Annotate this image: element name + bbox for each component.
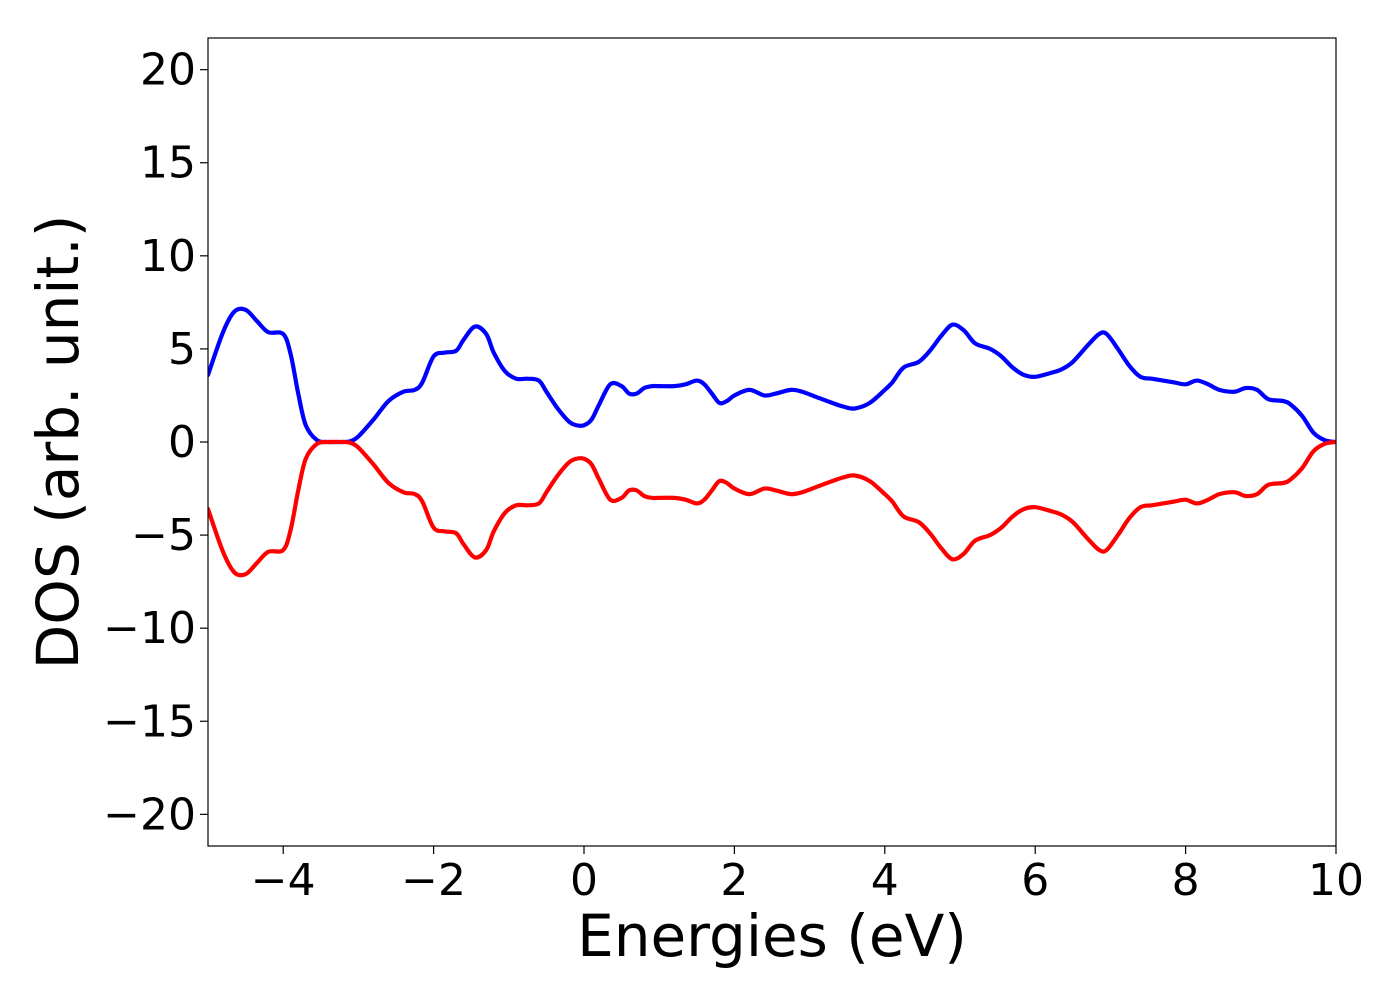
y-tick-label: 5 — [168, 324, 196, 375]
y-tick-label: 15 — [140, 138, 196, 189]
x-axis-label: Energies (eV) — [577, 902, 967, 970]
y-tick-label: 20 — [140, 45, 196, 96]
y-axis: 20 15 10 5 0 −5 −10 −15 −20 — [103, 45, 208, 840]
x-tick-label: 10 — [1308, 855, 1364, 906]
x-tick-label: −2 — [401, 855, 466, 906]
series-layer — [208, 306, 1336, 578]
x-axis: −4 −2 0 2 4 6 8 10 — [251, 846, 1364, 906]
x-tick-label: 0 — [570, 855, 598, 906]
y-tick-label: 10 — [140, 231, 196, 282]
y-tick-label: 0 — [168, 417, 196, 468]
x-tick-label: 8 — [1172, 855, 1200, 906]
spin-up-line — [208, 306, 1336, 445]
x-tick-label: 4 — [871, 855, 899, 906]
x-tick-label: 2 — [720, 855, 748, 906]
y-tick-label: −10 — [103, 603, 196, 654]
y-tick-label: −15 — [103, 696, 196, 747]
spin-down-line — [208, 439, 1336, 578]
y-axis-label: DOS (arb. unit.) — [24, 215, 92, 670]
x-tick-label: 6 — [1021, 855, 1049, 906]
y-tick-label: −5 — [131, 510, 196, 561]
y-tick-label: −20 — [103, 789, 196, 840]
x-tick-label: −4 — [251, 855, 316, 906]
